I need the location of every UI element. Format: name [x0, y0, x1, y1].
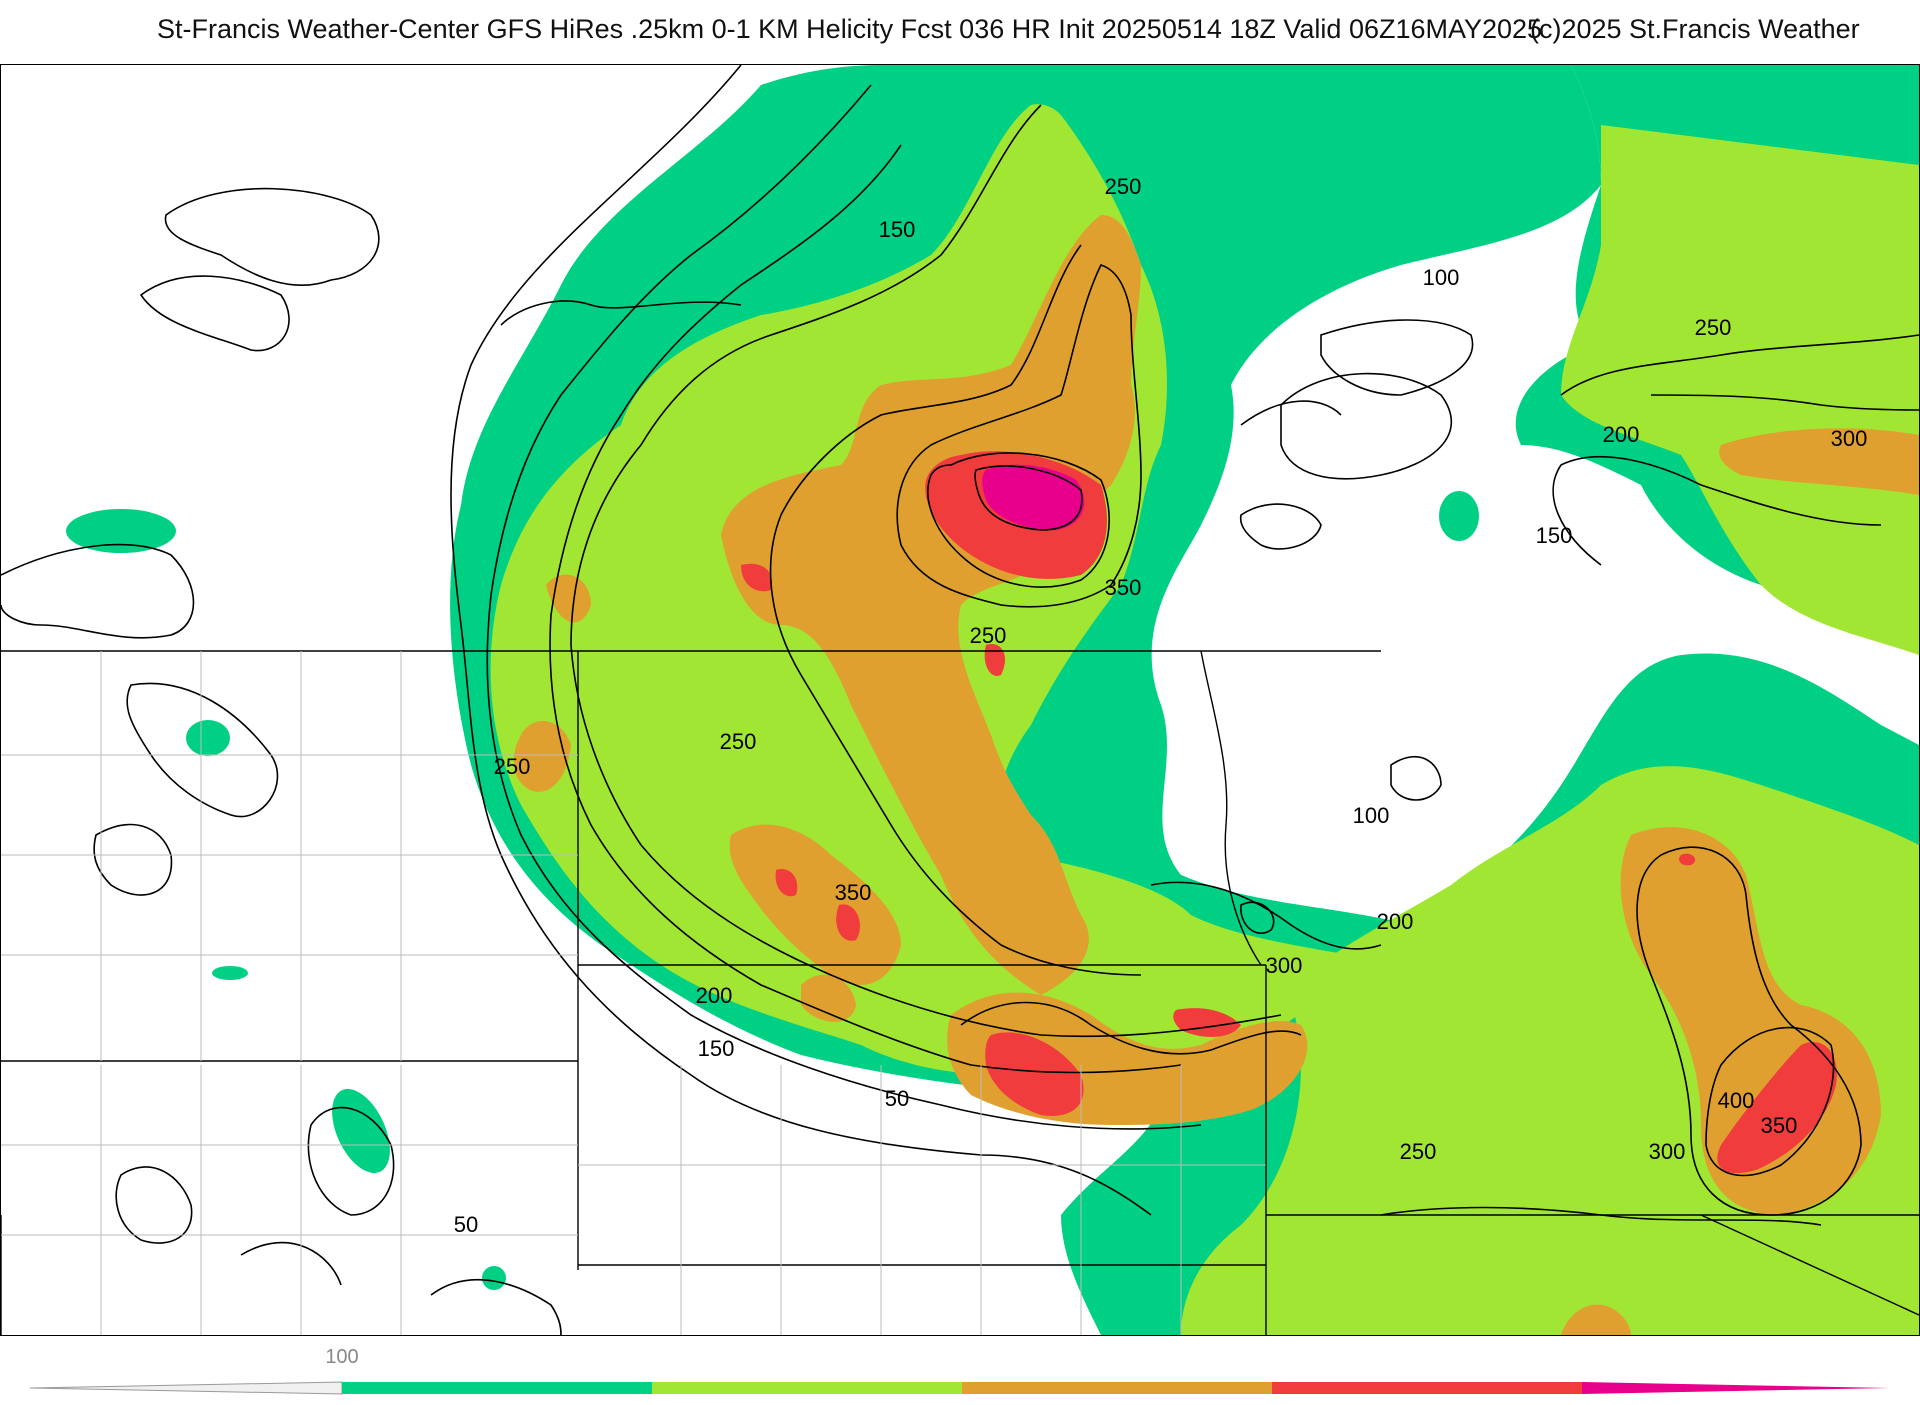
region-100-small-d	[482, 1266, 506, 1290]
contour-label: 150	[1536, 523, 1573, 548]
contour-50-h	[307, 1106, 395, 1216]
contour-label: 350	[1105, 575, 1142, 600]
legend-tail-triangle	[1582, 1382, 1890, 1394]
contour-label: 400	[1718, 1088, 1755, 1113]
county-grid-c	[578, 1065, 1266, 1335]
contour-200-b	[1560, 334, 1919, 396]
contour-100-d	[1150, 881, 1382, 950]
contour-label: 100	[1353, 803, 1390, 828]
contour-label: 300	[1831, 426, 1868, 451]
contour-label: 250	[1400, 1139, 1437, 1164]
legend-swatch-2	[652, 1382, 962, 1394]
contour-50-n	[1390, 755, 1442, 801]
contour-label: 100	[1423, 265, 1460, 290]
county-grid-b	[1, 1065, 578, 1335]
region-300-central	[729, 824, 901, 985]
contour-label: 200	[1377, 909, 1414, 934]
contour-300-c	[960, 1001, 1302, 1055]
contour-50-d	[139, 275, 290, 352]
contour-label: 300	[1266, 953, 1303, 978]
region-400-east	[1717, 1041, 1837, 1174]
legend-swatch-4	[1272, 1382, 1582, 1394]
contour-400	[974, 465, 1083, 531]
contour-300-b	[1636, 846, 1862, 1216]
contour-250-b	[1650, 394, 1919, 411]
region-100-small-c	[332, 1088, 390, 1174]
region-100-small-b	[186, 720, 230, 756]
contour-50-l	[1320, 319, 1474, 396]
boundary-river	[1200, 650, 1262, 966]
region-300-ne	[1719, 428, 1919, 495]
contour-50-b	[500, 300, 742, 326]
contour-label: 300	[1649, 1139, 1686, 1164]
region-300-west-blob	[546, 574, 591, 623]
fill-500-regions	[982, 464, 1085, 530]
contour-label: 350	[1761, 1113, 1798, 1138]
contour-200	[570, 104, 1282, 1038]
contour-100-b	[1280, 372, 1453, 480]
legend-start-label: 100	[325, 1346, 359, 1368]
contour-150	[549, 144, 1182, 1074]
title-main: St-Francis Weather-Center GFS HiRes .25k…	[157, 14, 1543, 44]
contour-label: 200	[1603, 422, 1640, 447]
region-100-small-e	[212, 966, 248, 980]
region-500-core	[982, 464, 1085, 530]
region-300-se-corner	[1561, 1304, 1631, 1335]
chart-title: St-Francis Weather-Center GFS HiRes .25k…	[0, 14, 1920, 54]
region-100-small-a	[66, 509, 176, 553]
contour-label-layer: 250 150 100 250 200 300 150 350 250 250 250 100 350 2…	[454, 174, 1868, 1237]
region-400-c3	[836, 904, 860, 941]
contour-50-i	[240, 1241, 342, 1286]
contour-50-m	[1239, 503, 1322, 550]
region-300-north	[721, 215, 1141, 995]
contour-label: 150	[698, 1036, 735, 1061]
region-200-northeast	[1561, 125, 1919, 655]
region-300-west-blob2	[513, 721, 571, 792]
contour-label: 250	[970, 623, 1007, 648]
region-400-west	[741, 563, 772, 592]
color-legend-bar	[29, 1381, 1890, 1395]
contour-lines	[1, 65, 1919, 1335]
contour-250	[769, 244, 1142, 976]
contour-label: 250	[494, 754, 531, 779]
map-panel: 250 150 100 250 200 300 150 350 250 250 250 100 350 2…	[0, 64, 1920, 1336]
contour-350	[927, 452, 1110, 588]
contour-50-k	[115, 1166, 193, 1244]
contour-label: 250	[1105, 174, 1142, 199]
legend-lead-triangle	[29, 1381, 343, 1395]
region-400-center	[984, 644, 1006, 676]
contour-50	[450, 65, 1152, 1216]
boundary-se	[1700, 1214, 1919, 1316]
state-boundaries	[1, 650, 1919, 1335]
contour-150-b	[1552, 455, 1882, 566]
contour-50-e	[1, 543, 195, 639]
contour-label: 150	[879, 217, 916, 242]
contour-label: 200	[696, 983, 733, 1008]
contour-label: 250	[1695, 315, 1732, 340]
contour-100	[486, 84, 1202, 1130]
contour-50-f	[126, 682, 279, 818]
region-400-east-small	[1679, 853, 1696, 866]
contour-350-b	[1705, 1026, 1835, 1177]
helicity-map: 250 150 100 250 200 300 150 350 250 250 250 100 350 2…	[1, 65, 1919, 1335]
region-100-small-f	[1439, 491, 1479, 541]
county-lines	[1, 651, 1266, 1335]
contour-label: 50	[454, 1212, 478, 1237]
contour-50-g	[93, 823, 173, 896]
contour-50-c	[164, 187, 380, 287]
region-300-south-small	[801, 974, 856, 1022]
county-grid-a	[1, 651, 578, 1061]
region-400-south	[985, 1032, 1084, 1116]
region-400-c2	[775, 869, 798, 897]
title-credit: (c)2025 St.Francis Weather	[1530, 14, 1860, 44]
contour-label: 50	[885, 1086, 909, 1111]
color-legend: 100	[0, 1340, 1920, 1400]
contour-100-c	[1240, 400, 1342, 426]
contour-300	[896, 264, 1142, 608]
contour-label: 250	[720, 729, 757, 754]
legend-swatch-3	[962, 1382, 1272, 1394]
legend-swatch-1	[342, 1382, 652, 1394]
contour-label: 350	[835, 880, 872, 905]
contour-50-j	[430, 1279, 562, 1335]
